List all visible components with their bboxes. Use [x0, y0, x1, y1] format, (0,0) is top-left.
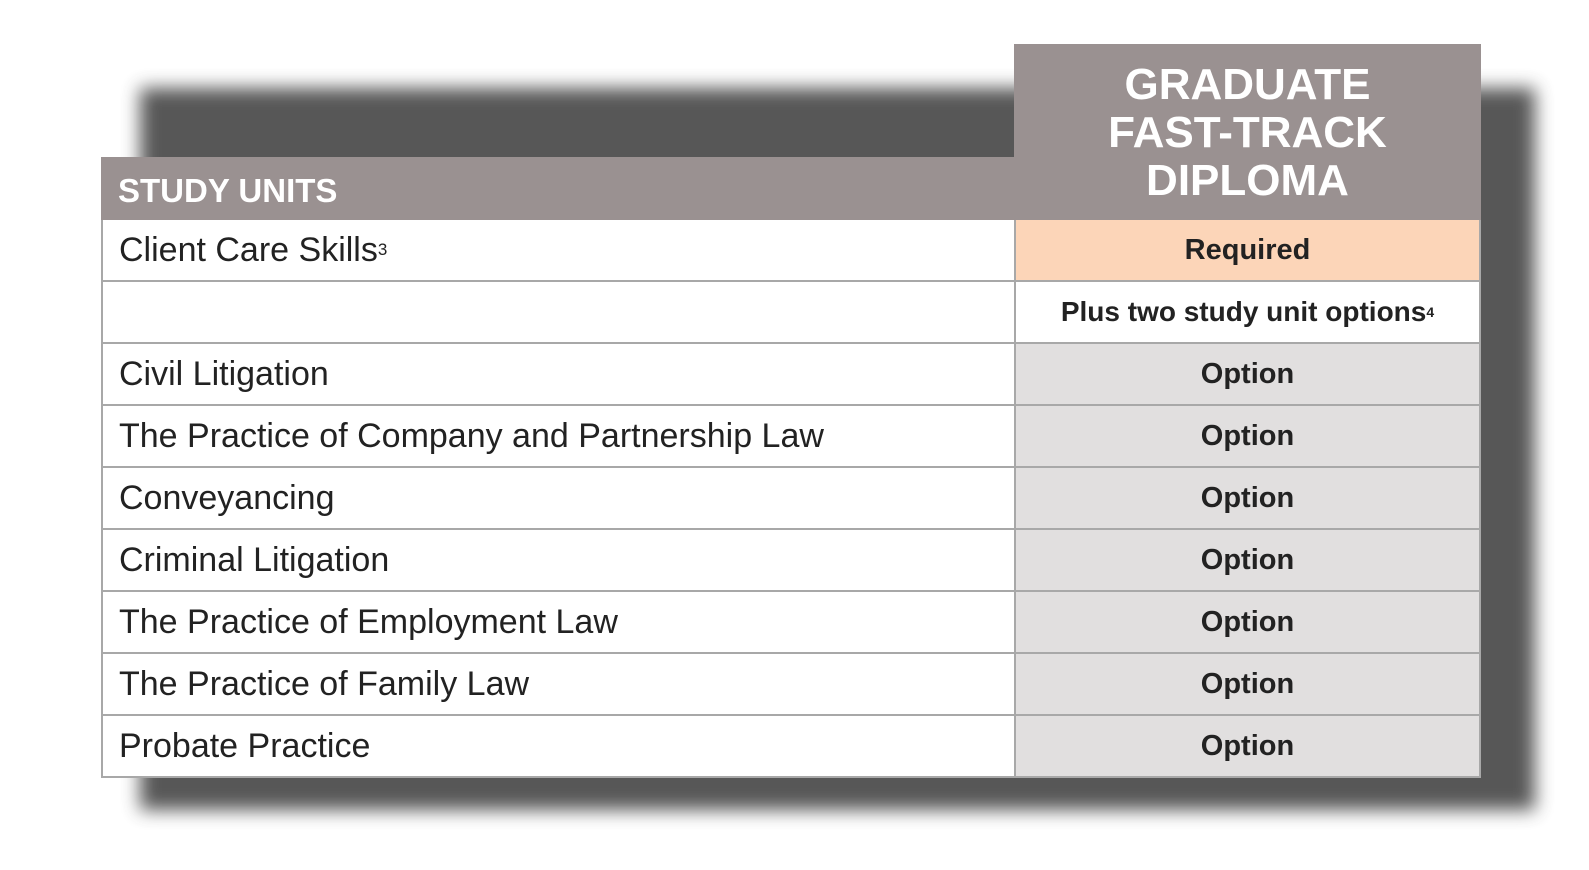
study-unit-name: Criminal Litigation — [119, 540, 390, 579]
diploma-status-text: Option — [1200, 419, 1295, 452]
study-units-header: STUDY UNITS — [101, 157, 1014, 220]
study-unit-name: Probate Practice — [119, 726, 371, 765]
study-unit-cell: The Practice of Family Law — [101, 654, 1014, 716]
table-row: Client Care Skills 3 Required — [101, 220, 1481, 282]
study-units-table: GRADUATE FAST-TRACK DIPLOMA STUDY UNITS … — [101, 44, 1481, 778]
table-row: The Practice of Family Law Option — [101, 654, 1481, 716]
table-row: The Practice of Employment Law Option — [101, 592, 1481, 654]
table-row: Probate Practice Option — [101, 716, 1481, 778]
study-unit-name: Conveyancing — [119, 478, 335, 517]
study-unit-cell — [101, 282, 1014, 344]
table-row: Conveyancing Option — [101, 468, 1481, 530]
diploma-status-text: Plus two study unit options — [1060, 296, 1427, 327]
diploma-status-text: Option — [1200, 357, 1295, 390]
diploma-status-text: Option — [1200, 667, 1295, 700]
diploma-status-cell: Option — [1014, 716, 1481, 778]
study-unit-name: The Practice of Company and Partnership … — [119, 416, 824, 455]
diploma-status-cell: Option — [1014, 344, 1481, 406]
study-unit-cell: Criminal Litigation — [101, 530, 1014, 592]
study-unit-cell: Probate Practice — [101, 716, 1014, 778]
diploma-status-text: Option — [1200, 729, 1295, 762]
diploma-status-cell: Option — [1014, 654, 1481, 716]
diploma-status-text: Option — [1200, 605, 1295, 638]
study-unit-cell: The Practice of Employment Law — [101, 592, 1014, 654]
diploma-status-cell: Plus two study unit options 4 — [1014, 282, 1481, 344]
study-unit-cell: Conveyancing — [101, 468, 1014, 530]
diploma-status-cell: Required — [1014, 220, 1481, 282]
diploma-status-text: Option — [1200, 543, 1295, 576]
diploma-column-header: GRADUATE FAST-TRACK DIPLOMA — [1014, 44, 1481, 220]
study-unit-cell: Civil Litigation — [101, 344, 1014, 406]
study-unit-name: The Practice of Employment Law — [119, 602, 618, 641]
study-unit-name: The Practice of Family Law — [119, 664, 530, 703]
table-row: The Practice of Company and Partnership … — [101, 406, 1481, 468]
diploma-status-text: Required — [1184, 233, 1311, 266]
table-row: Plus two study unit options 4 — [101, 282, 1481, 344]
diploma-status-cell: Option — [1014, 592, 1481, 654]
study-unit-cell: The Practice of Company and Partnership … — [101, 406, 1014, 468]
study-unit-name: Civil Litigation — [119, 354, 329, 393]
table-row: Criminal Litigation Option — [101, 530, 1481, 592]
diploma-status-text: Option — [1200, 481, 1295, 514]
table-row: Civil Litigation Option — [101, 344, 1481, 406]
diploma-status-cell: Option — [1014, 468, 1481, 530]
diploma-status-cell: Option — [1014, 530, 1481, 592]
diploma-status-cell: Option — [1014, 406, 1481, 468]
study-unit-cell: Client Care Skills 3 — [101, 220, 1014, 282]
table-body: Client Care Skills 3 Required Plus two stud… — [101, 220, 1481, 778]
study-unit-name: Client Care Skills — [119, 230, 378, 269]
